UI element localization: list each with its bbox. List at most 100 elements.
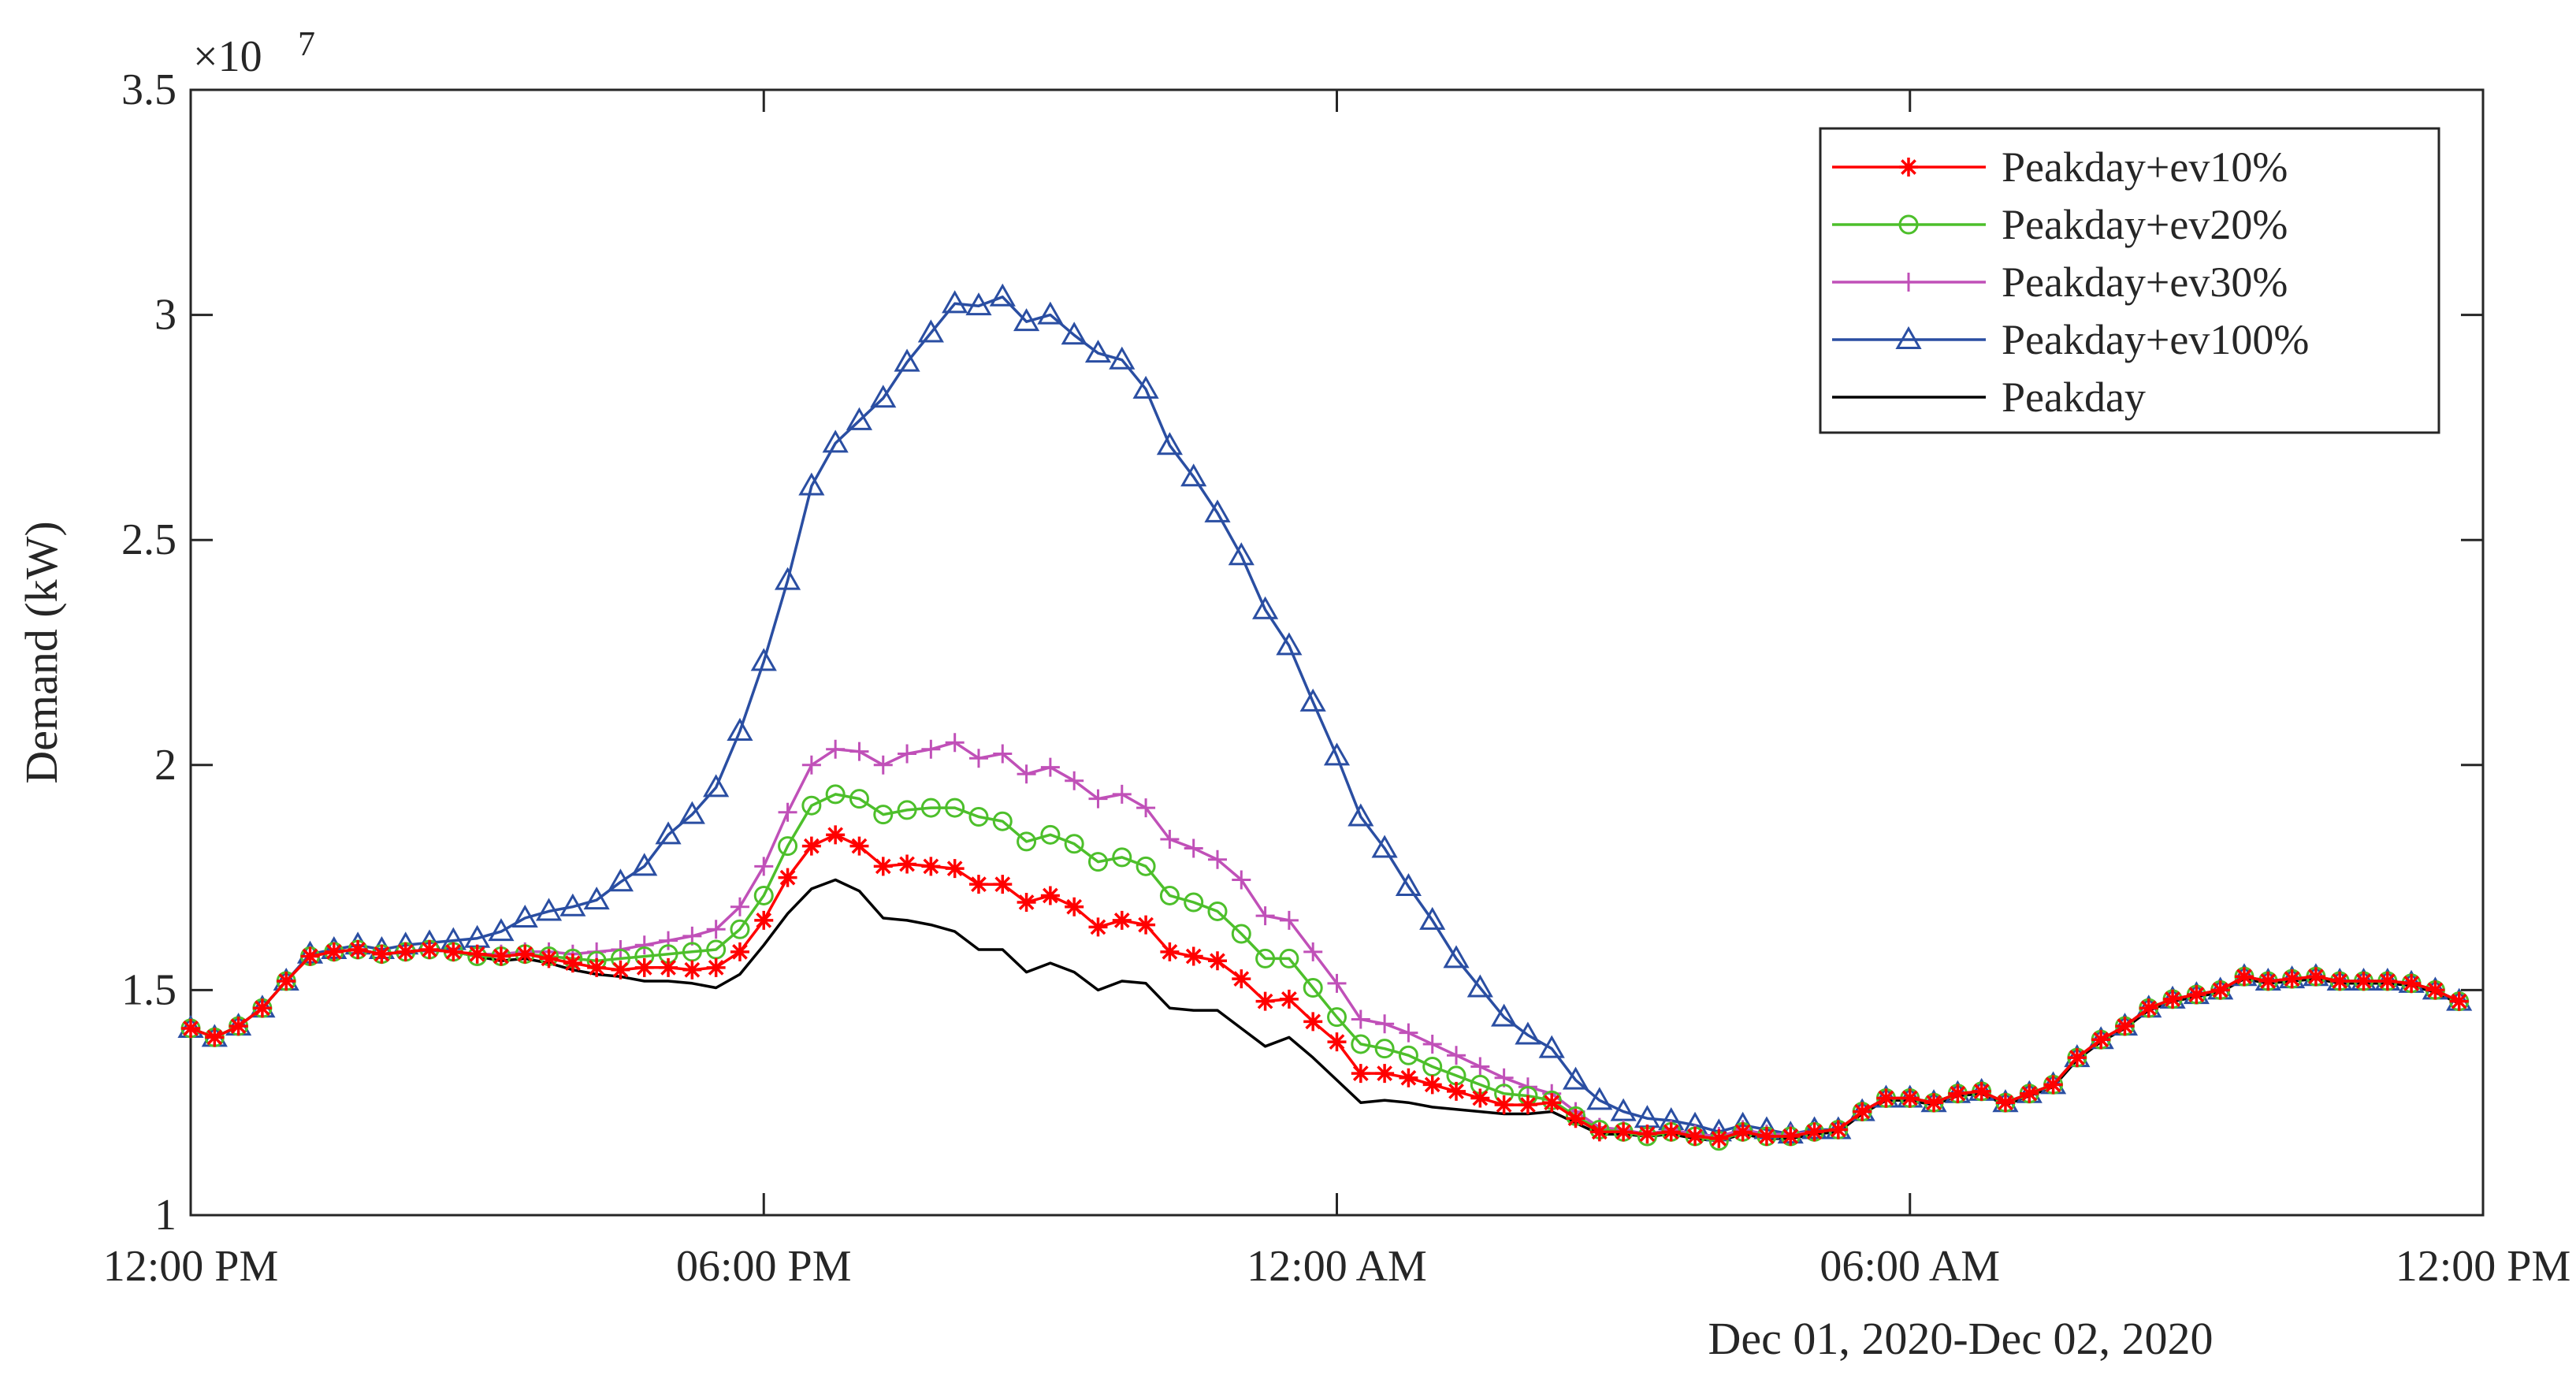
data-point-peakday-ev10 [1494,1095,1514,1115]
data-point-peakday-ev100 [1395,872,1422,897]
data-point-peakday-ev30 [1447,1046,1466,1065]
data-point-peakday-ev30 [1375,1014,1395,1034]
data-point-peakday-ev10 [324,942,344,961]
data-point-peakday-ev10 [611,960,630,980]
data-point-peakday-ev30 [1232,870,1251,890]
data-point-peakday-ev10 [2306,967,2325,987]
data-point-peakday-ev20 [1064,834,1084,854]
data-point-peakday-ev10 [1828,1120,1848,1139]
legend: Peakday+ev10% Peakday+ev20% Peakday+ev30% P… [1819,127,2440,434]
legend-item-peakday-ev100: Peakday+ev100% [1832,316,2309,363]
x-tick-label: 06:00 AM [1820,1242,2000,1291]
data-point-peakday-ev10 [1160,942,1180,961]
y-axis-label: Demand (kW) [16,521,67,783]
data-point-peakday-ev10 [826,825,846,845]
data-point-peakday-ev10 [1733,1122,1753,1142]
data-point-peakday-ev30 [706,920,726,939]
data-point-peakday-ev30 [1184,838,1203,858]
legend-label: Peakday+ev10% [2002,143,2288,191]
data-point-peakday-ev10 [348,939,368,959]
data-point-peakday-ev100 [1538,1035,1565,1058]
data-point-peakday-ev10 [921,857,941,876]
data-point-peakday-ev10 [801,836,821,856]
data-point-peakday-ev10 [2234,967,2254,987]
data-point-peakday-ev100 [1371,835,1398,858]
x-tick-label: 12:00 AM [1247,1242,1427,1291]
data-point-peakday-ev10 [1470,1088,1490,1108]
data-point-peakday-ev30 [1279,910,1299,930]
data-point-peakday-ev10 [968,875,988,894]
data-point-peakday-ev10 [2139,998,2158,1018]
data-point-peakday-ev10 [1065,897,1084,916]
legend-label: Peakday+ev30% [2002,258,2288,306]
y-tick-label: 2.5 [121,515,177,564]
data-point-peakday-ev10 [1351,1064,1370,1084]
data-point-peakday-ev10 [1566,1109,1585,1128]
data-point-peakday-ev100 [917,319,944,343]
data-point-peakday-ev10 [2377,971,2397,991]
data-point-peakday-ev10 [2402,973,2422,993]
data-point-peakday-ev30 [1327,973,1347,993]
legend-item-peakday: Peakday [1832,374,2146,421]
data-point-peakday-ev10 [778,868,797,887]
data-point-peakday-ev100 [1347,803,1374,827]
data-point-peakday-ev10 [2163,989,2183,1009]
data-point-peakday-ev100 [511,904,538,928]
data-point-peakday-ev20 [1040,824,1061,845]
data-point-peakday-ev100 [1132,375,1159,399]
data-point-peakday-ev20 [1351,1034,1371,1054]
data-point-peakday-ev20 [825,784,846,805]
data-point-peakday-ev30 [1112,784,1132,804]
data-point-peakday-ev100 [1276,632,1303,656]
data-point-peakday-ev20 [1374,1039,1395,1059]
data-point-peakday-ev10 [1876,1088,1896,1108]
data-point-peakday-ev10 [396,942,415,961]
data-point-peakday-ev20 [897,800,917,820]
legend-marker [1899,273,1918,292]
data-point-peakday-ev10 [1661,1122,1681,1142]
data-point-peakday-ev30 [849,742,869,761]
data-point-peakday-ev30 [634,935,654,955]
data-point-peakday-ev30 [921,739,941,759]
data-point-peakday-ev10 [1447,1081,1466,1101]
data-point-peakday-ev10 [1972,1081,1991,1101]
y-tick-label: 3.5 [121,65,177,114]
data-point-peakday-ev100 [870,385,897,408]
data-point-peakday-ev20 [873,805,894,825]
legend-marker [1899,158,1918,177]
y-exponent-label: ×10 [193,32,262,81]
data-point-peakday-ev10 [491,946,511,966]
y-tick-label: 1.5 [121,965,177,1014]
data-point-peakday-ev100 [1252,596,1279,619]
data-point-peakday-ev30 [993,744,1013,764]
data-point-peakday-ev100 [1109,346,1136,370]
tick-labels: 1 1.5 2 2.5 3 3.5 12:00 PM 06:00 PM 12:00 AM 06:0… [103,65,2571,1291]
data-point-peakday-ev20 [1207,901,1228,921]
data-point-peakday-ev10 [2091,1030,2111,1050]
data-point-peakday-ev10 [898,854,917,874]
legend-box [1819,127,2440,434]
data-point-peakday-ev10 [277,971,296,991]
data-point-peakday-ev10 [993,875,1013,894]
data-point-peakday-ev10 [1184,946,1203,966]
data-point-peakday-ev10 [1589,1122,1609,1142]
data-point-peakday-ev20 [945,797,965,818]
data-point-peakday-ev100 [1228,542,1255,566]
data-point-peakday-ev100 [1419,906,1446,930]
data-point-peakday-ev10 [1303,1012,1323,1032]
data-point-peakday-ev10 [1375,1064,1395,1084]
data-point-peakday-ev100 [727,717,753,741]
x-tick-label: 06:00 PM [676,1242,852,1291]
data-point-peakday-ev20 [1327,1007,1347,1028]
data-point-peakday-ev100 [1299,688,1326,712]
data-point-peakday-ev30 [801,755,821,775]
data-point-peakday-ev10 [945,859,965,879]
data-point-peakday-ev100 [535,898,563,921]
data-point-peakday-ev10 [634,957,654,977]
data-point-peakday-ev100 [1610,1098,1637,1121]
data-point-peakday-ev20 [1398,1045,1418,1065]
data-point-peakday-ev100 [1466,974,1493,998]
data-point-peakday-ev20 [1136,856,1156,876]
data-point-peakday-ev20 [992,811,1013,831]
data-point-peakday-ev100 [1586,1087,1613,1110]
